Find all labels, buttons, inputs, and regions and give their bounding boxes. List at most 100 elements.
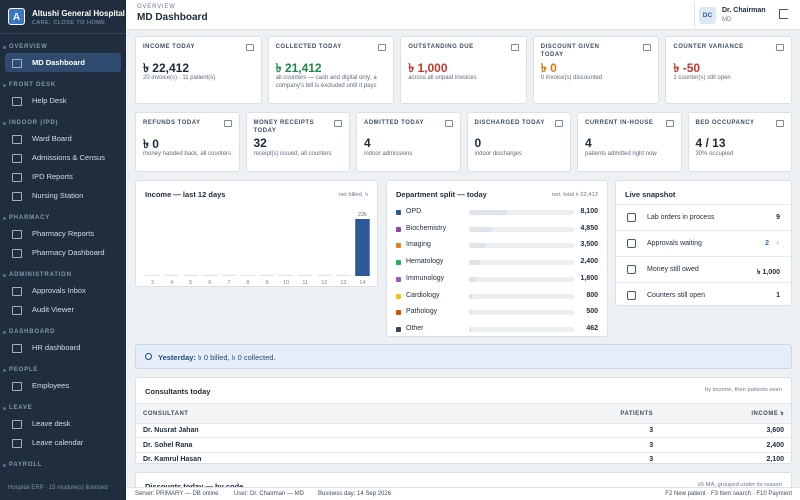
x-tick-label: 6 (208, 280, 211, 286)
share-bar (469, 226, 492, 232)
consultants-panel: Consultants today by income, then patien… (135, 377, 792, 464)
nav-item[interactable]: Pharmacy Reports (5, 224, 121, 243)
legend-dot (396, 260, 401, 266)
nav-item[interactable]: HR dashboard (5, 338, 121, 357)
kpi-label: COLLECTED TODAY (275, 44, 342, 50)
bar (355, 219, 370, 276)
kpi-note: indoor discharges (474, 151, 522, 157)
kpi-value: 4 / 13 (695, 136, 726, 150)
snapshot-row[interactable]: Approvals waiting 2 › (616, 230, 791, 256)
table-cell: 3 (529, 452, 661, 463)
kpi-card: ADMITTED TODAY 4 indoor admissions (356, 112, 461, 172)
kpi-note: 30% occupied (695, 151, 734, 157)
nav-item[interactable]: Approvals Inbox (5, 281, 121, 300)
nav-item[interactable]: Admissions & Census (5, 148, 121, 167)
logout-button[interactable] (779, 9, 788, 19)
kpi-label: REFUNDS TODAY (143, 120, 201, 126)
nav-section: PEOPLE (0, 357, 126, 376)
department-row: Hematology 2,400 (396, 255, 598, 272)
x-tick-label: 12 (321, 280, 327, 286)
server-status: Server: PRIMARY — DB online (135, 491, 219, 497)
row-value: 9 (776, 214, 780, 221)
kpi-note: patients admitted right now (585, 151, 657, 157)
department-name: Cardiology (406, 291, 440, 299)
row-value: ৳ 1,000 (757, 269, 780, 276)
track (469, 260, 574, 266)
row-icon (627, 291, 636, 300)
bar (317, 274, 332, 276)
share-bar (469, 326, 472, 332)
consultants-table: CONSULTANT PATIENTS INCOME ৳ Dr. Nusrat Jah… (136, 403, 791, 463)
legend-dot (396, 226, 401, 232)
x-tick-label: 4 (170, 280, 173, 286)
row-icon (627, 213, 636, 222)
nav-section: PAYROLL (0, 452, 126, 471)
table-cell: 3 (529, 437, 661, 453)
panel-note: ≥5 MA, grouped under its reason (697, 482, 782, 488)
department-name: Hematology (406, 258, 444, 266)
kpi-card: COLLECTED TODAY ৳ 21,412 all counters — ca… (267, 36, 395, 104)
nav-section: FRONT DESK (0, 72, 126, 91)
panel-title: Consultants today (145, 387, 211, 396)
bar (145, 274, 160, 276)
department-name: Pathology (406, 308, 438, 316)
snapshot-panel: Live snapshot Lab orders in process 9 Appr… (615, 180, 792, 306)
bar (336, 274, 351, 276)
share-bar (469, 210, 507, 215)
track (469, 293, 574, 299)
eyebrow: OVERVIEW (137, 4, 176, 10)
table-row: Dr. Sohel Rana 3 2,400 (136, 437, 791, 453)
income-panel: Income — last 12 days net billed, ৳ 3 4 5 6… (135, 180, 378, 287)
bar (202, 274, 218, 276)
bar (221, 274, 237, 276)
nav-item[interactable]: Leave calendar (5, 433, 121, 452)
nav-item[interactable]: Help Desk (5, 91, 121, 110)
table-cell: Dr. Nusrat Jahan (136, 423, 529, 439)
nav-item[interactable]: Employees (5, 376, 121, 395)
panel-title: Live snapshot (625, 190, 676, 199)
legend-dot (396, 210, 401, 215)
legend-dot (396, 293, 401, 299)
row-icon (627, 239, 636, 248)
table-cell: 3 (529, 423, 661, 439)
bar (297, 274, 313, 276)
logo: A (8, 8, 25, 25)
table-cell: 3,600 (660, 423, 791, 439)
row-label: Lab orders in process (647, 214, 715, 221)
kpi-label: OUTSTANDING DUE (408, 44, 474, 50)
kpi-value: ৳ 21,412 (275, 61, 322, 75)
nav-item[interactable]: Pharmacy Dashboard (5, 243, 121, 262)
nav-item[interactable]: Audit Viewer (5, 300, 121, 319)
kpi-label: MONEY RECEIPTS TODAY (253, 120, 315, 134)
nav-item[interactable]: MD Dashboard (5, 53, 121, 72)
column-header: INCOME ৳ (660, 403, 791, 424)
department-value: 4,850 (580, 224, 598, 232)
department-row: OPD 8,100 (396, 205, 598, 222)
brand: A Altushi General Hospital CARE. CLOSE T… (0, 0, 126, 34)
user-box[interactable]: DC Dr. Chairman MD (694, 2, 800, 28)
nav-item[interactable]: Leave desk (5, 414, 121, 433)
department-row: Biochemistry 4,850 (396, 222, 598, 239)
share-bar (469, 260, 481, 266)
nav-item[interactable]: Ward Board (5, 129, 121, 148)
nav-section: ADMINISTRATION (0, 262, 126, 281)
legend-dot (396, 326, 401, 332)
snapshot-row: Lab orders in process 9 (616, 204, 791, 230)
kpi-card: MONEY RECEIPTS TODAY 32 receipt(s) issued,… (245, 112, 350, 172)
user-name: Dr. Chairman (722, 7, 766, 14)
banner-text: ৳ 0 billed, ৳ 0 collected. (198, 353, 276, 362)
snapshot-row: Counters still open 1 (616, 282, 791, 308)
department-row: Imaging 3,500 (396, 238, 598, 255)
panel-title: Income — last 12 days (145, 190, 226, 199)
department-name: Biochemistry (406, 224, 447, 232)
kpi-card: OUTSTANDING DUE ৳ 1,000 across all unpaid … (400, 36, 527, 104)
department-value: 1,800 (580, 274, 598, 282)
kpi-note: money handed back, all counters (143, 151, 232, 157)
nav-section: LEAVE (0, 395, 126, 414)
kpi-value: ৳ 0 (540, 61, 557, 75)
nav-item[interactable]: Nursing Station (5, 186, 121, 205)
kpi-note: indoor admissions (364, 151, 413, 157)
nav-item[interactable]: IPD Reports (5, 167, 121, 186)
table-cell: 2,100 (660, 452, 791, 463)
track (469, 326, 574, 332)
